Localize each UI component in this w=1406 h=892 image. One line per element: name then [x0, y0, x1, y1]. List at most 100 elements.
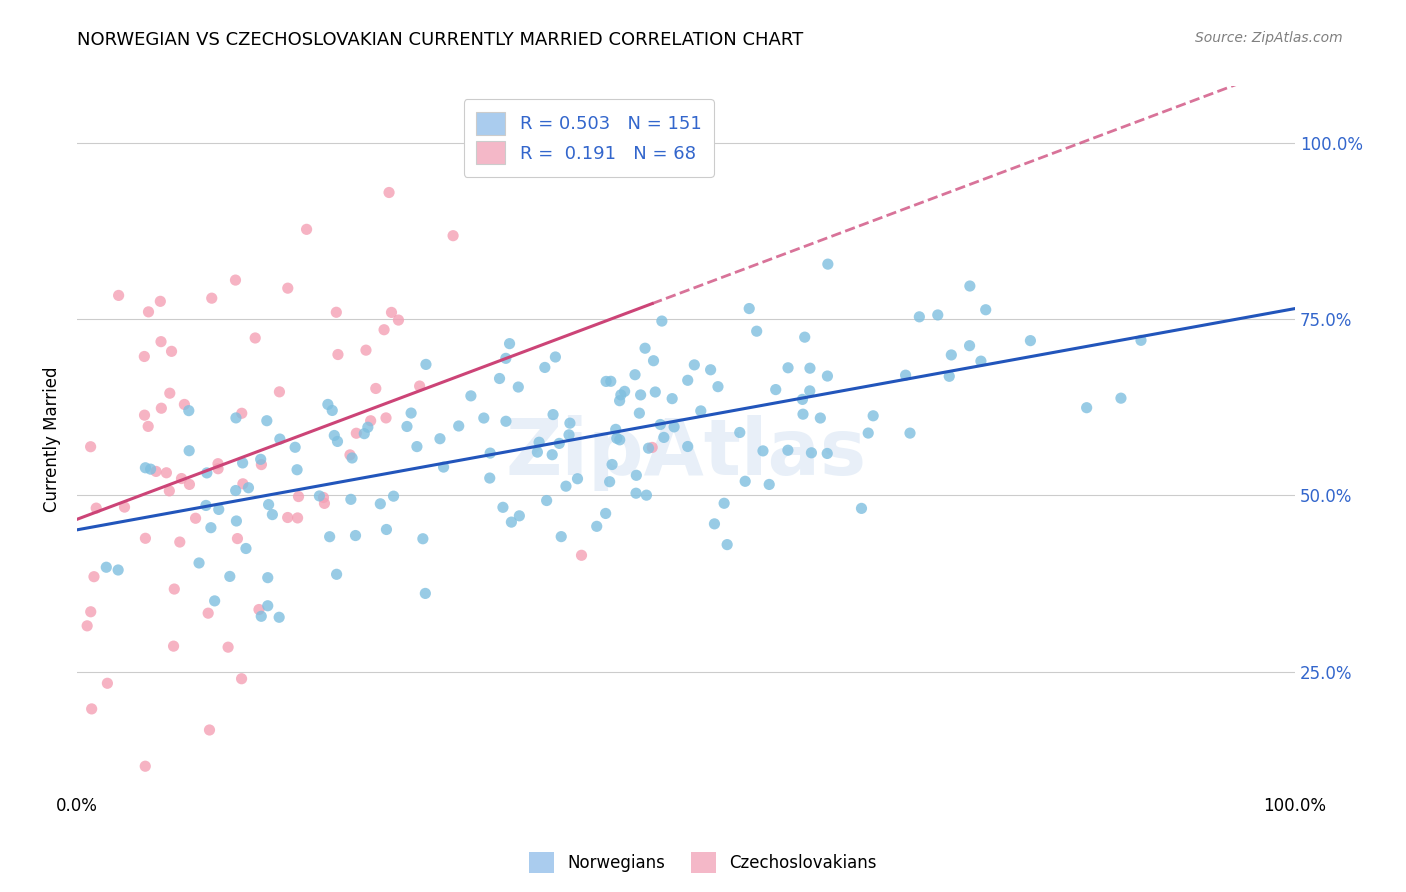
Point [145, 464, 167, 478]
Point [150, 334, 173, 349]
Point [232, 476, 254, 491]
Point [595, 507, 617, 521]
Point [908, 310, 931, 324]
Point [634, 341, 657, 355]
Point [247, 602, 270, 616]
Point [217, 640, 239, 655]
Point [703, 516, 725, 531]
Point [285, 463, 308, 477]
Point [541, 448, 564, 462]
Point [84, 501, 107, 516]
Point [792, 392, 814, 407]
Point [295, 222, 318, 236]
Point [548, 436, 571, 450]
Point [558, 416, 581, 430]
Point [508, 380, 530, 394]
Point [858, 425, 880, 440]
Point [399, 406, 422, 420]
Point [325, 567, 347, 582]
Point [429, 432, 451, 446]
Point [312, 491, 335, 505]
Point [492, 500, 515, 515]
Point [177, 403, 200, 417]
Point [79, 440, 101, 454]
Point [323, 428, 346, 442]
Point [225, 514, 247, 528]
Point [851, 501, 873, 516]
Point [758, 477, 780, 491]
Point [380, 305, 402, 319]
Point [600, 458, 623, 472]
Point [938, 369, 960, 384]
Point [752, 443, 775, 458]
Point [536, 493, 558, 508]
Point [326, 434, 349, 449]
Point [375, 523, 398, 537]
Point [527, 435, 550, 450]
Point [256, 571, 278, 585]
Point [231, 672, 253, 686]
Point [107, 563, 129, 577]
Point [765, 383, 787, 397]
Point [432, 460, 454, 475]
Point [207, 461, 229, 475]
Point [344, 426, 367, 441]
Point [800, 446, 823, 460]
Point [624, 486, 647, 500]
Point [644, 384, 666, 399]
Point [630, 388, 652, 402]
Point [415, 358, 437, 372]
Point [277, 510, 299, 524]
Text: Source: ZipAtlas.com: Source: ZipAtlas.com [1195, 31, 1343, 45]
Point [134, 408, 156, 422]
Point [225, 483, 247, 498]
Point [179, 443, 201, 458]
Point [495, 414, 517, 428]
Point [636, 488, 658, 502]
Point [138, 305, 160, 319]
Point [287, 490, 309, 504]
Point [339, 448, 361, 462]
Point [959, 279, 981, 293]
Point [96, 560, 118, 574]
Point [637, 441, 659, 455]
Point [550, 530, 572, 544]
Point [862, 409, 884, 423]
Point [318, 530, 340, 544]
Point [571, 549, 593, 563]
Point [662, 420, 685, 434]
Point [200, 521, 222, 535]
Point [641, 441, 664, 455]
Point [447, 419, 470, 434]
Point [1130, 334, 1153, 348]
Point [173, 397, 195, 411]
Point [541, 408, 564, 422]
Point [373, 323, 395, 337]
Point [793, 330, 815, 344]
Point [316, 397, 339, 411]
Point [817, 369, 839, 384]
Point [624, 368, 647, 382]
Point [699, 363, 721, 377]
Point [707, 379, 730, 393]
Point [321, 403, 343, 417]
Point [555, 479, 578, 493]
Point [160, 344, 183, 359]
Point [651, 314, 673, 328]
Point [184, 511, 207, 525]
Point [683, 358, 706, 372]
Point [375, 411, 398, 425]
Point [340, 450, 363, 465]
Point [628, 406, 651, 420]
Point [157, 483, 180, 498]
Point [609, 433, 631, 447]
Point [498, 336, 520, 351]
Point [959, 339, 981, 353]
Point [974, 302, 997, 317]
Point [134, 350, 156, 364]
Point [650, 417, 672, 432]
Point [194, 499, 217, 513]
Point [815, 446, 838, 460]
Point [201, 291, 224, 305]
Point [238, 481, 260, 495]
